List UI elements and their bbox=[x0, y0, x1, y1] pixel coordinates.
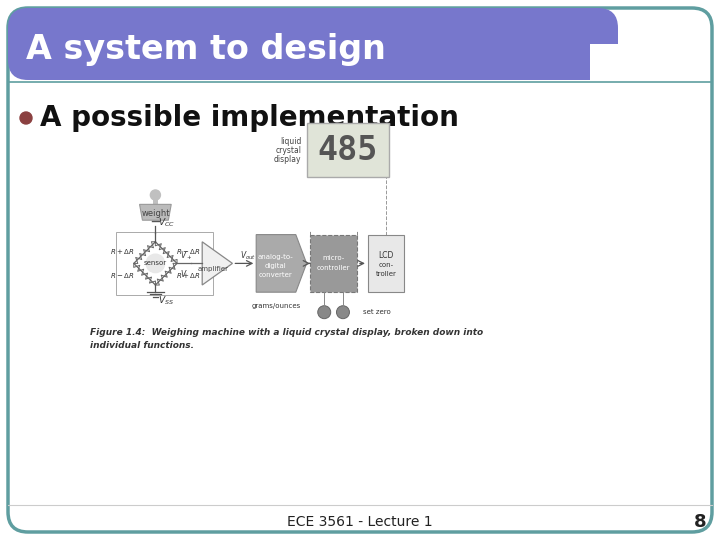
Text: grams/ounces: grams/ounces bbox=[251, 303, 301, 309]
FancyBboxPatch shape bbox=[8, 8, 712, 532]
FancyBboxPatch shape bbox=[8, 8, 618, 80]
Bar bbox=[307, 123, 390, 177]
Polygon shape bbox=[256, 234, 307, 292]
Circle shape bbox=[336, 306, 349, 319]
Circle shape bbox=[146, 254, 165, 273]
Text: $V_{CC}$: $V_{CC}$ bbox=[158, 216, 176, 228]
Text: $R-\Delta R$: $R-\Delta R$ bbox=[176, 247, 201, 256]
Text: con-: con- bbox=[378, 262, 393, 268]
Text: weight: weight bbox=[141, 208, 170, 218]
Text: liquid: liquid bbox=[280, 137, 302, 146]
Text: A system to design: A system to design bbox=[26, 33, 386, 66]
Text: controller: controller bbox=[317, 265, 351, 272]
Text: micro-: micro- bbox=[323, 255, 345, 261]
Text: 8: 8 bbox=[693, 513, 706, 531]
Text: LCD: LCD bbox=[378, 251, 394, 260]
Bar bbox=[590, 44, 630, 116]
Text: display: display bbox=[274, 156, 302, 164]
Text: $V_{out}$: $V_{out}$ bbox=[240, 249, 256, 262]
Text: $R+\Delta R$: $R+\Delta R$ bbox=[110, 247, 135, 256]
Text: analog-to-: analog-to- bbox=[257, 254, 293, 260]
Text: individual functions.: individual functions. bbox=[90, 341, 194, 350]
Text: amplifier: amplifier bbox=[197, 266, 228, 272]
Bar bbox=[310, 234, 357, 292]
Circle shape bbox=[318, 306, 330, 319]
Circle shape bbox=[150, 190, 161, 200]
Bar bbox=[153, 199, 158, 204]
Circle shape bbox=[20, 112, 32, 124]
Text: A possible implementation: A possible implementation bbox=[40, 104, 459, 132]
Text: $R-\Delta R$: $R-\Delta R$ bbox=[110, 271, 135, 280]
Text: $R+\Delta R$: $R+\Delta R$ bbox=[176, 271, 201, 280]
Text: troller: troller bbox=[375, 272, 396, 278]
Text: crystal: crystal bbox=[276, 146, 302, 156]
Text: digital: digital bbox=[264, 264, 286, 269]
Text: $V_+$: $V_+$ bbox=[180, 249, 192, 262]
Text: converter: converter bbox=[258, 272, 292, 279]
Polygon shape bbox=[140, 204, 171, 220]
Text: ECE 3561 - Lecture 1: ECE 3561 - Lecture 1 bbox=[287, 515, 433, 529]
Text: set zero: set zero bbox=[363, 309, 391, 315]
Text: sensor: sensor bbox=[144, 260, 167, 266]
Bar bbox=[116, 232, 213, 295]
Text: $V$: $V$ bbox=[180, 268, 188, 279]
Text: 485: 485 bbox=[318, 133, 378, 166]
Polygon shape bbox=[202, 242, 233, 285]
Text: $V_{SS}$: $V_{SS}$ bbox=[158, 295, 174, 307]
Bar bbox=[368, 234, 404, 292]
Text: Figure 1.4:  Weighing machine with a liquid crystal display, broken down into: Figure 1.4: Weighing machine with a liqu… bbox=[90, 328, 483, 337]
